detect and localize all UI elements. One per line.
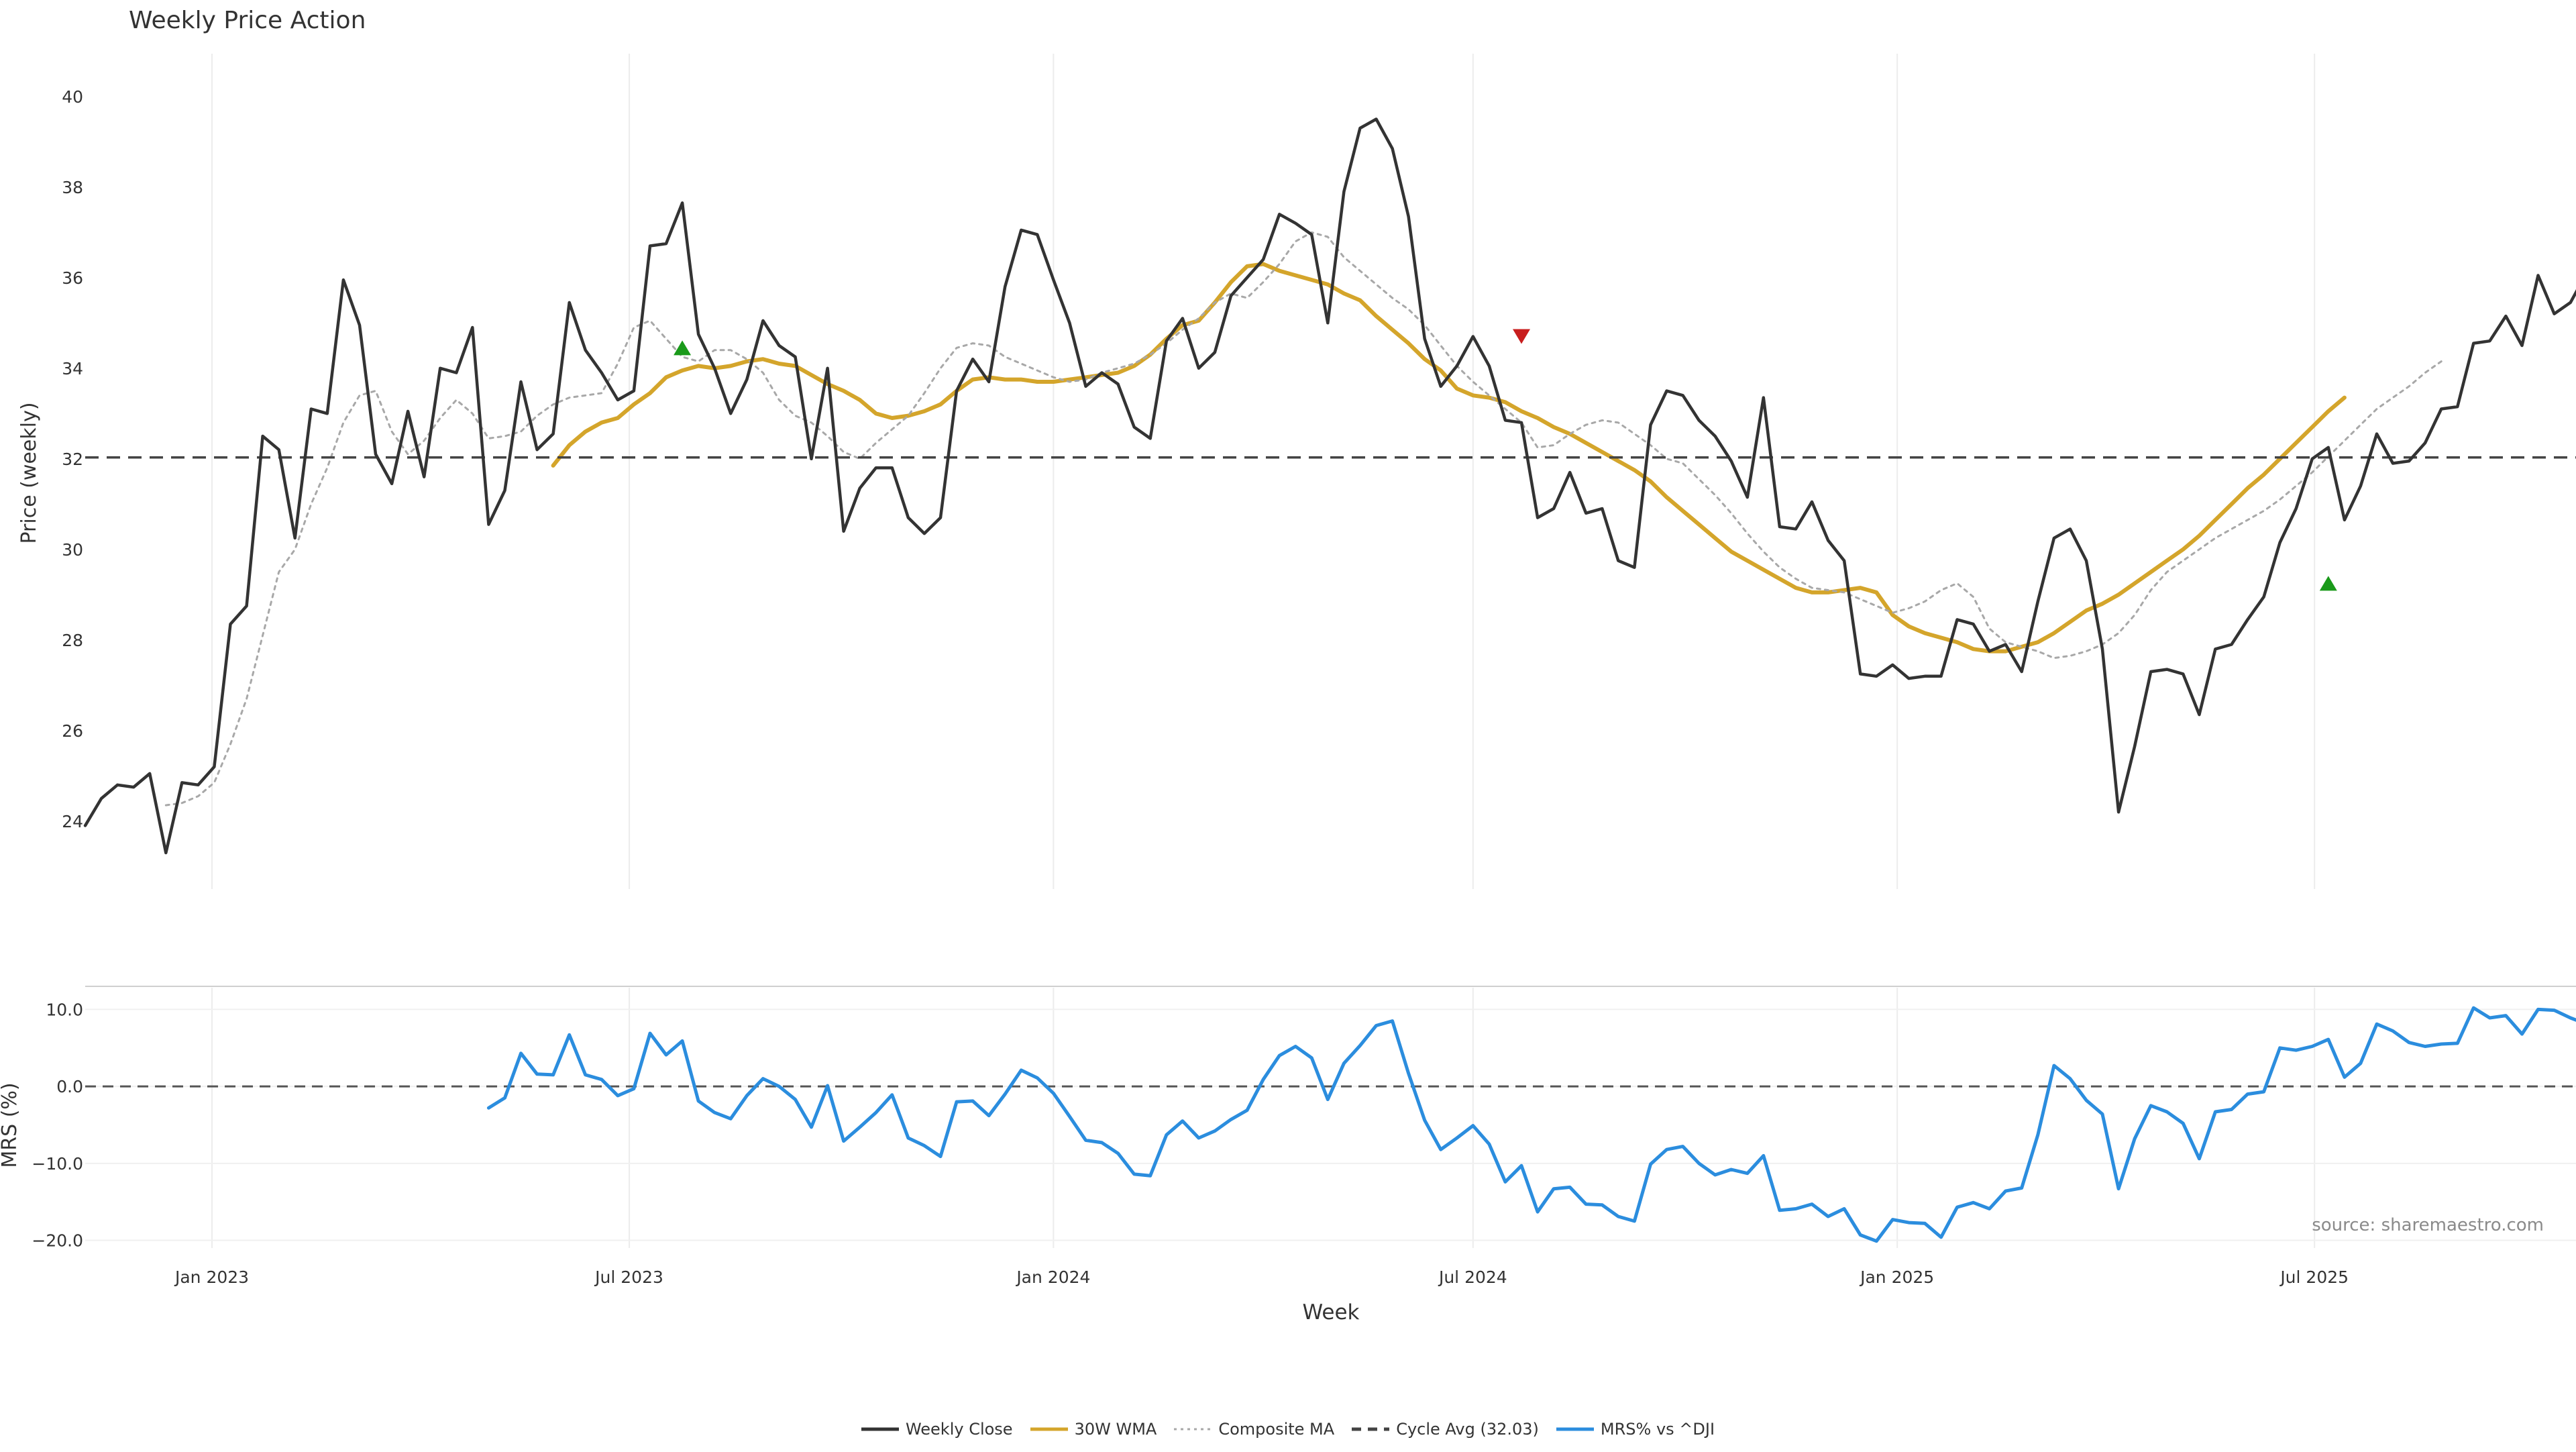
price-y-tick-label: 24	[62, 812, 83, 831]
mrs-gridlines	[85, 986, 2576, 1248]
price-y-tick-label: 26	[62, 721, 83, 741]
buy-signal-marker	[674, 340, 692, 356]
mrs-y-tick-label: 0.0	[56, 1077, 83, 1096]
mrs-y-tick-labels: 10.0 0.0 −10.0 −20.0	[32, 1000, 83, 1250]
x-tick-label: Jan 2025	[1859, 1267, 1934, 1287]
legend-label: MRS% vs ^DJI	[1600, 1420, 1715, 1439]
price-y-tick-label: 32	[62, 450, 83, 469]
price-series-group	[83, 117, 2576, 855]
legend-label: 30W WMA	[1074, 1420, 1157, 1439]
x-tick-labels: Jan 2023 Jul 2023 Jan 2024 Jul 2024 Jan 2025…	[174, 1267, 2349, 1287]
legend-swatch	[861, 1427, 899, 1431]
chart-title: Weekly Price Action	[129, 7, 366, 34]
legend-item: Cycle Avg (32.03)	[1352, 1420, 1539, 1439]
legend-item: Weekly Close	[861, 1420, 1013, 1439]
price-y-tick-label: 34	[62, 359, 83, 378]
30w-wma-line	[551, 262, 2347, 654]
signal-markers	[674, 329, 2337, 591]
x-tick-label: Jul 2023	[594, 1267, 663, 1287]
mrs-y-tick-label: −10.0	[32, 1154, 83, 1174]
mrs-y-axis-label: MRS (%)	[0, 1082, 21, 1168]
x-tick-label: Jan 2024	[1015, 1267, 1090, 1287]
source-annotation: source: sharemaestro.com	[2312, 1215, 2544, 1235]
legend-swatch	[1174, 1428, 1212, 1431]
legend-swatch	[1556, 1427, 1594, 1431]
sell-signal-marker	[1513, 329, 1531, 344]
price-y-axis-label: Price (weekly)	[17, 402, 41, 543]
mrs-series-group	[85, 1006, 2576, 1243]
legend: Weekly Close 30W WMA Composite MA Cycle Avg…	[0, 1416, 2576, 1443]
legend-swatch	[1352, 1427, 1390, 1431]
x-axis-label: Week	[1303, 1300, 1360, 1325]
price-gridlines	[211, 54, 2316, 889]
buy-signal-marker	[2319, 576, 2337, 591]
price-y-tick-label: 30	[62, 540, 83, 560]
legend-label: Weekly Close	[905, 1420, 1013, 1439]
weekly-close-line	[83, 117, 2576, 855]
legend-label: Cycle Avg (32.03)	[1396, 1420, 1539, 1439]
legend-label: Composite MA	[1218, 1420, 1335, 1439]
legend-swatch	[1030, 1427, 1068, 1431]
composite-ma-line	[164, 231, 2443, 807]
x-tick-label: Jul 2024	[1438, 1267, 1507, 1287]
x-tick-label: Jul 2025	[2279, 1267, 2349, 1287]
legend-item: 30W WMA	[1030, 1420, 1157, 1439]
price-y-tick-label: 36	[62, 268, 83, 288]
mrs-y-tick-label: 10.0	[46, 1000, 83, 1019]
price-y-tick-label: 28	[62, 631, 83, 650]
price-y-tick-labels: 24 26 28 30 32 34 36 38 40	[62, 87, 83, 831]
mrs-y-tick-label: −20.0	[32, 1231, 83, 1251]
price-y-tick-label: 40	[62, 87, 83, 107]
mrs-line	[486, 1006, 2576, 1243]
price-y-tick-label: 38	[62, 178, 83, 197]
legend-item: Composite MA	[1174, 1420, 1334, 1439]
legend-item: MRS% vs ^DJI	[1556, 1420, 1715, 1439]
x-tick-label: Jan 2023	[174, 1267, 249, 1287]
